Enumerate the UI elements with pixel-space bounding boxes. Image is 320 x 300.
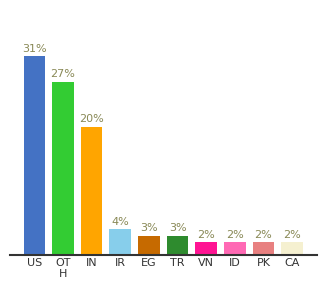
Bar [167, 236, 188, 255]
Text: 31%: 31% [22, 44, 47, 53]
Bar [224, 242, 245, 255]
Bar [196, 242, 217, 255]
Text: 2%: 2% [255, 230, 272, 240]
Bar [52, 82, 74, 255]
Text: 2%: 2% [283, 230, 301, 240]
Text: 2%: 2% [226, 230, 244, 240]
Bar [81, 127, 102, 255]
Text: 4%: 4% [111, 217, 129, 227]
Bar [24, 56, 45, 255]
Text: 2%: 2% [197, 230, 215, 240]
Text: 3%: 3% [140, 223, 158, 233]
Text: 3%: 3% [169, 223, 186, 233]
Bar [138, 236, 160, 255]
Bar [281, 242, 303, 255]
Text: 20%: 20% [79, 114, 104, 124]
Text: 27%: 27% [51, 69, 76, 79]
Bar [109, 229, 131, 255]
Bar [253, 242, 274, 255]
